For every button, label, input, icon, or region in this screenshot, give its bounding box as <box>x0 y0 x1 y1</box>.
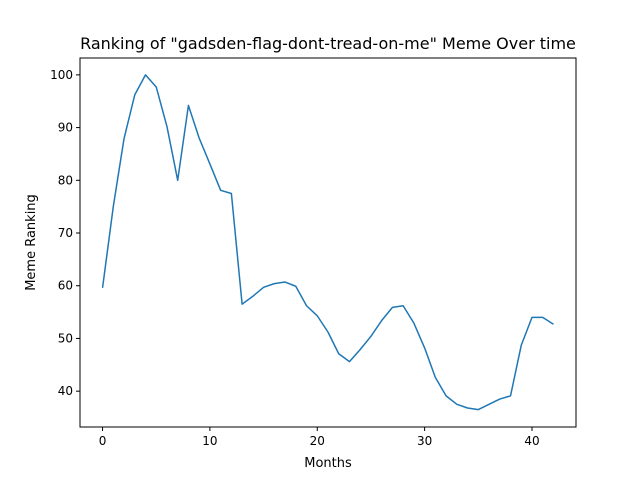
y-tick-label: 50 <box>58 331 73 345</box>
x-tick-label: 30 <box>417 434 432 448</box>
x-tick-label: 20 <box>310 434 325 448</box>
x-axis: 0 10 20 30 40 <box>99 427 540 448</box>
y-tick-label: 100 <box>50 68 73 82</box>
chart-title: Ranking of "gadsden-flag-dont-tread-on-m… <box>80 34 576 53</box>
y-tick-label: 80 <box>58 173 73 187</box>
y-axis: 40 50 60 70 80 90 100 <box>50 68 80 398</box>
x-tick-label: 40 <box>524 434 539 448</box>
x-tick-label: 10 <box>202 434 217 448</box>
plot-area <box>101 74 554 411</box>
y-tick-label: 90 <box>58 121 73 135</box>
x-axis-label: Months <box>304 456 352 471</box>
plot-frame <box>79 57 577 428</box>
y-tick-label: 70 <box>58 226 73 240</box>
y-tick-label: 60 <box>58 279 73 293</box>
y-tick-label: 40 <box>58 384 73 398</box>
y-axis-label: Meme Ranking <box>24 194 39 291</box>
x-tick-label: 0 <box>99 434 107 448</box>
series-line-0 <box>101 74 554 411</box>
